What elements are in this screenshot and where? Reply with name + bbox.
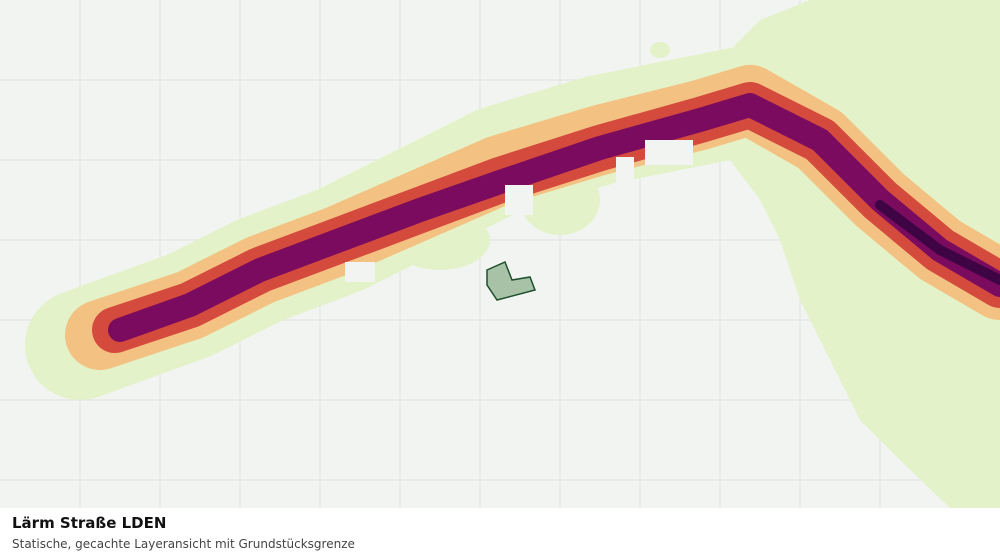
parcel-boundary xyxy=(486,260,537,301)
map-title: Lärm Straße LDEN xyxy=(12,514,167,532)
noise-band-70 xyxy=(875,200,1000,285)
map xyxy=(0,0,1000,508)
caption: Lärm Straße LDEN Statische, gecachte Lay… xyxy=(0,508,1000,560)
gaps xyxy=(345,140,693,282)
map-subtitle: Statische, gecachte Layeransicht mit Gru… xyxy=(12,537,355,551)
